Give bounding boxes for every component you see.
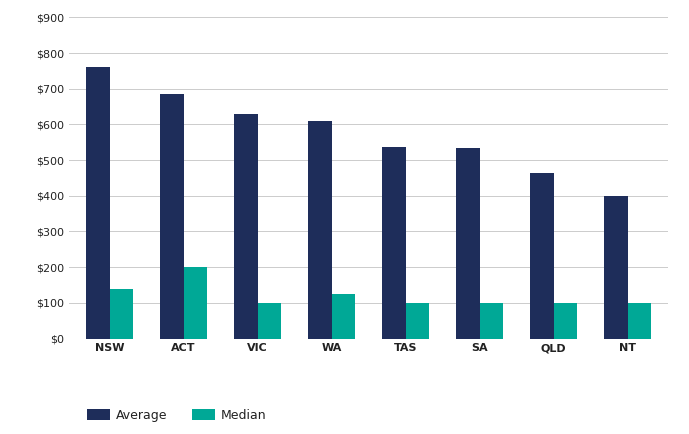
Bar [406,303,429,339]
Bar [183,267,207,339]
Bar [530,173,554,339]
Bar [628,303,651,339]
Bar [160,94,183,339]
Bar [456,148,480,339]
Legend: Average, Median: Average, Median [87,409,267,422]
Bar [480,303,503,339]
Bar [604,197,628,339]
Bar [308,121,331,339]
Bar [86,67,110,339]
Bar [554,303,577,339]
Bar [110,289,133,339]
Bar [382,147,406,339]
Bar [258,303,281,339]
Bar [331,294,356,339]
Bar [234,114,258,339]
